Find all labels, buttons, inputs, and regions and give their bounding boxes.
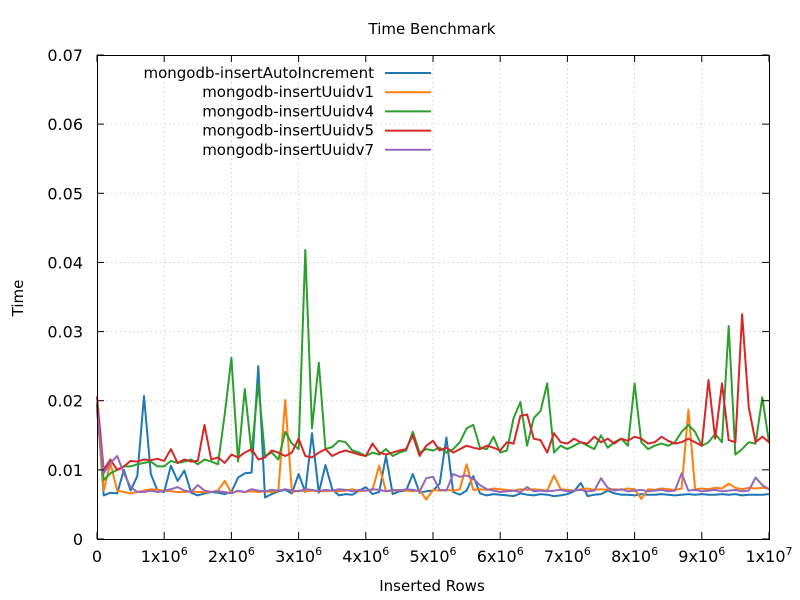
plot-frame: [97, 55, 770, 540]
y-tick-label: 0.03: [47, 323, 83, 342]
legend-label: mongodb-insertUuidv7: [202, 141, 374, 159]
x-tick-label: 3x106: [275, 545, 322, 566]
x-tick-label: 7x106: [544, 545, 591, 566]
series-line: [96, 249, 770, 482]
x-axis-label: Inserted Rows: [379, 577, 485, 595]
x-tick-label: 4x106: [342, 545, 389, 566]
x-tick-labels: 0 1x106 2x106 3x106 4x106 5x106 6x106 7x106 8x10…: [92, 545, 793, 566]
y-tick-label: 0: [73, 530, 83, 549]
y-tick-label: 0.05: [47, 184, 83, 203]
x-tick-label: 8x106: [611, 545, 658, 566]
y-tick-label: 0.04: [47, 253, 83, 272]
y-tick-label: 0.06: [47, 115, 83, 134]
y-tick-labels: 0 0.01 0.02 0.03 0.04 0.05 0.06 0.07: [47, 46, 83, 549]
legend-label: mongodb-insertUuidv5: [202, 122, 374, 140]
legend: mongodb-insertAutoIncrementmongodb-inser…: [143, 64, 431, 159]
legend-label: mongodb-insertUuidv4: [202, 102, 374, 120]
axis-ticks: [96, 54, 770, 540]
x-tick-label: 0: [92, 547, 102, 566]
series-line: [96, 313, 770, 471]
grid: [97, 55, 769, 539]
x-tick-label: 1x106: [141, 545, 188, 566]
chart-title: Time Benchmark: [368, 20, 496, 38]
series-line: [96, 410, 770, 495]
legend-label: mongodb-insertUuidv1: [202, 83, 374, 101]
y-axis-label: Time: [9, 280, 27, 318]
x-tick-label: 1x107: [745, 545, 792, 566]
x-tick-label: 6x106: [477, 545, 524, 566]
legend-label: mongodb-insertAutoIncrement: [143, 64, 374, 82]
y-tick-label: 0.01: [47, 461, 83, 480]
series-group: [96, 249, 770, 501]
x-tick-label: 9x106: [678, 545, 725, 566]
y-tick-label: 0.02: [47, 392, 83, 411]
y-tick-label: 0.07: [47, 46, 83, 65]
x-tick-label: 5x106: [409, 545, 456, 566]
x-tick-label: 2x106: [208, 545, 255, 566]
